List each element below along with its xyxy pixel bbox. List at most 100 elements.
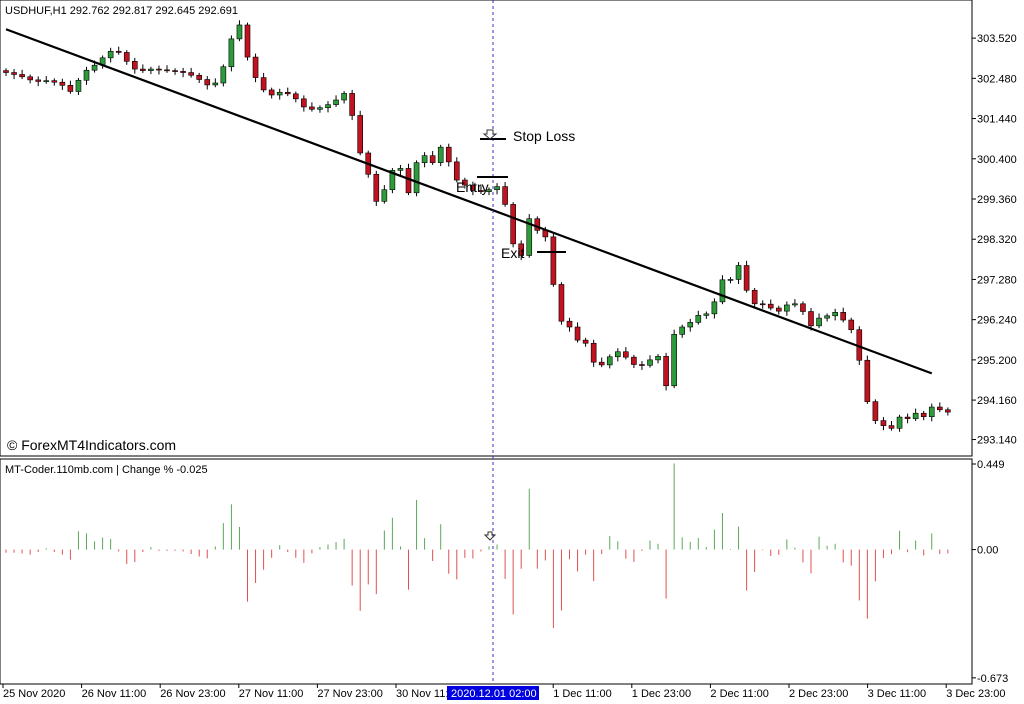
price-tick-label: 298.320: [977, 234, 1017, 246]
time-tick-label: 27 Nov 11:00: [239, 688, 304, 700]
candle: [180, 67, 186, 78]
price-tick-label: 293.140: [977, 435, 1017, 447]
time-tick-label: 1 Dec 23:00: [632, 688, 691, 700]
indicator-axis: 0.449 0.00 -0.673: [972, 459, 1008, 685]
indicator-tick-label: 0.00: [977, 545, 998, 557]
candle: [373, 170, 380, 206]
candle: [188, 67, 194, 78]
candle: [904, 413, 911, 424]
candle: [518, 240, 525, 261]
candle: [719, 275, 726, 305]
candle: [284, 87, 291, 97]
candle: [140, 64, 146, 73]
time-tick-label: 26 Nov 23:00: [160, 688, 225, 700]
time-tick-label: 30 Nov 11:00: [396, 688, 461, 700]
indicator-tick-label: -0.673: [977, 673, 1008, 685]
time-tick-label: 26 Nov 11:00: [82, 688, 147, 700]
candle: [928, 403, 935, 422]
candle: [107, 47, 114, 63]
price-tick-label: 303.520: [977, 33, 1017, 45]
trade-markers: [477, 129, 566, 541]
candle: [349, 89, 355, 121]
candle: [510, 202, 516, 248]
candle: [655, 354, 661, 364]
candle: [639, 361, 645, 370]
candle: [824, 313, 830, 322]
candle: [236, 20, 243, 42]
candle: [800, 301, 806, 316]
candle: [132, 57, 138, 74]
time-tick-label: 3 Dec 11:00: [868, 688, 927, 700]
candle: [880, 417, 887, 431]
stop-loss-label: Stop Loss: [513, 128, 575, 144]
candle: [35, 76, 42, 87]
candle: [3, 68, 9, 77]
candle: [11, 69, 17, 80]
candle: [703, 311, 710, 319]
candle: [212, 78, 219, 88]
candle: [647, 355, 653, 368]
candle: [115, 46, 122, 55]
candle: [156, 65, 162, 75]
candle: [333, 95, 339, 107]
candle: [606, 354, 613, 369]
candle: [123, 50, 130, 65]
candle: [912, 408, 919, 421]
candle: [172, 68, 178, 75]
candle: [260, 72, 267, 93]
candle: [462, 177, 468, 189]
indicator-tick-label: 0.449: [977, 459, 1005, 471]
candle: [767, 299, 774, 311]
chart-frame: [0, 0, 973, 685]
candle: [59, 78, 66, 90]
price-tick-label: 301.440: [977, 114, 1017, 126]
candle: [711, 298, 718, 319]
candle: [614, 348, 621, 362]
candle: [598, 357, 605, 368]
candle: [397, 164, 404, 176]
candle: [550, 232, 557, 287]
indicator-bars: [5, 463, 949, 629]
time-tick-label: 27 Nov 23:00: [317, 688, 382, 700]
candle: [735, 262, 742, 285]
candle: [413, 160, 420, 197]
candle: [848, 317, 855, 334]
candle: [792, 299, 798, 308]
candle: [623, 347, 629, 360]
candle: [775, 305, 782, 315]
candle: [558, 282, 565, 325]
price-tick-label: 302.480: [977, 73, 1017, 85]
price-tick-label: 294.160: [977, 395, 1017, 407]
candle: [453, 157, 460, 183]
candle: [325, 101, 331, 113]
symbol-header: USDHUF,H1 292.762 292.817 292.645 292.69…: [5, 5, 238, 17]
candle: [43, 76, 50, 84]
candle: [478, 185, 484, 194]
candle: [695, 310, 702, 325]
candle: [751, 287, 758, 308]
candle: [590, 339, 597, 367]
candle: [51, 78, 58, 86]
time-tick-label: 2 Dec 11:00: [710, 688, 769, 700]
candle: [148, 66, 154, 75]
candle: [502, 181, 508, 207]
candle: [566, 317, 573, 332]
candle: [220, 64, 227, 87]
candle: [67, 80, 74, 94]
indicator-header: MT-Coder.110mb.com | Change % -0.025: [5, 464, 208, 476]
candle: [534, 216, 541, 234]
time-tick-label: 1 Dec 11:00: [553, 688, 612, 700]
candle: [574, 322, 581, 343]
candle: [244, 22, 251, 61]
entry-label: Entry: [456, 179, 489, 195]
candle: [381, 185, 388, 204]
candle: [437, 144, 444, 167]
trendline[interactable]: [5, 28, 933, 375]
candle: [196, 72, 202, 83]
price-tick-label: 296.240: [977, 315, 1017, 327]
candle: [494, 183, 500, 195]
price-tick-label: 300.400: [977, 154, 1017, 166]
candle: [429, 151, 436, 165]
candle: [204, 76, 211, 90]
candle: [27, 74, 33, 84]
